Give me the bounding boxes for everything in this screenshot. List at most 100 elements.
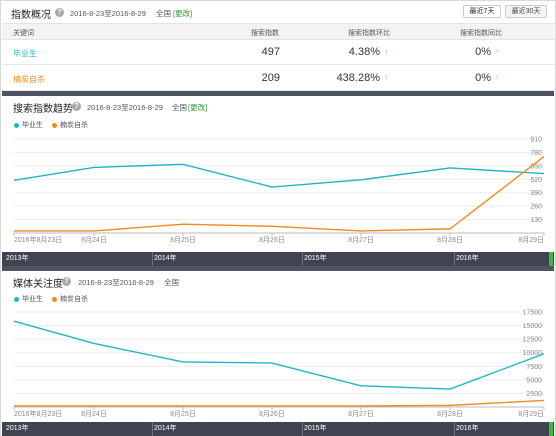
timeline-year: 2016年 — [456, 255, 479, 262]
timeline-tick — [454, 422, 455, 436]
trend-region: 全国 — [172, 103, 187, 112]
trend-title: 搜索指数趋势 — [13, 104, 73, 115]
mom-value: 438.28% — [336, 72, 380, 84]
legend-dot — [14, 297, 19, 302]
timeline-year: 2016年 — [456, 425, 479, 432]
timeline-tick — [152, 422, 153, 436]
section-divider — [2, 266, 554, 271]
yoy-value: 0% — [475, 46, 491, 58]
timeline-year: 2013年 — [6, 425, 29, 432]
media-timeline[interactable]: 2013年 2014年 2015年 2016年 — [2, 422, 554, 436]
x-tick-label: 8月28日 — [437, 236, 463, 244]
yoy-value: 0% — [475, 72, 491, 84]
media-attention-panel: 媒体关注度 ? 2016-8-23至2016-8-29 全国 毕业生 楠炭自杀 … — [2, 272, 554, 422]
series-line-1 — [13, 320, 545, 390]
help-icon[interactable]: ? — [55, 8, 64, 17]
x-tick-label: 8月24日 — [81, 236, 107, 244]
media-attention-chart[interactable]: 2500 5000 7500 10000 12500 15000 17500 2016年8月2… — [2, 272, 554, 422]
x-tick-label: 2016年8月23日 — [14, 409, 62, 418]
keyword-link[interactable]: 毕业生 — [13, 49, 37, 58]
trend-change-link[interactable]: [更改] — [188, 103, 208, 112]
x-tick-label: 8月26日 — [259, 410, 285, 418]
y-tick-label: 2500 — [526, 391, 542, 398]
timeline-year: 2015年 — [304, 425, 327, 432]
col-search-mom: 搜索指数环比 — [348, 30, 390, 37]
media-region: 全国 — [164, 278, 179, 287]
x-tick-label: 8月27日 — [348, 410, 374, 418]
y-tick-label: 130 — [530, 217, 542, 224]
search-index-value: 209 — [261, 72, 280, 84]
legend-series-1[interactable]: 毕业生 — [22, 122, 43, 129]
y-tick-label: 5000 — [526, 377, 542, 384]
up-arrow-icon: ↑ — [384, 73, 388, 82]
overview-region: 全国 — [156, 9, 171, 18]
y-tick-label: 780 — [530, 150, 542, 157]
table-row: 楠炭自杀 209 438.28% ↑ 0% ↑ — [2, 66, 554, 91]
x-tick-label: 8月25日 — [170, 410, 196, 418]
trend-timeline[interactable]: 2013年 2014年 2015年 2016年 — [2, 252, 554, 266]
x-tick-label: 8月27日 — [348, 236, 374, 244]
up-arrow-icon: ↑ — [495, 47, 499, 56]
x-tick-label: 2016年8月23日 — [14, 235, 62, 244]
mom-value: 4.38% — [348, 46, 380, 58]
overview-date-range: 2016-8-23至2016-8-29 — [70, 9, 146, 18]
legend-series-2[interactable]: 楠炭自杀 — [60, 296, 88, 303]
y-tick-label: 10000 — [523, 350, 543, 357]
up-arrow-icon: ↑ — [384, 47, 388, 56]
timeline-year: 2015年 — [304, 255, 327, 262]
x-tick-label: 8月26日 — [259, 236, 285, 244]
x-tick-label: 8月25日 — [170, 236, 196, 244]
y-tick-label: 15000 — [523, 323, 543, 330]
timeline-range-handle[interactable] — [549, 252, 553, 266]
y-tick-label: 12500 — [523, 337, 543, 344]
timeline-tick — [152, 252, 153, 266]
search-trend-chart[interactable]: 130 260 390 520 650 780 910 2016年8月23日 8月24日 8月25… — [2, 97, 554, 252]
col-keyword: 关键词 — [13, 30, 34, 37]
timeline-tick — [302, 252, 303, 266]
help-icon[interactable]: ? — [72, 102, 81, 111]
timeline-year: 2014年 — [154, 425, 177, 432]
timeline-year: 2013年 — [6, 255, 29, 262]
overview-header: 指数概况 ? 2016-8-23至2016-8-29 全国 [更改] 最近7天 … — [2, 2, 554, 22]
series-line-2 — [14, 399, 545, 407]
timeline-tick — [302, 422, 303, 436]
x-tick-label: 8月29日 — [518, 236, 544, 244]
legend-dot — [52, 297, 57, 302]
keyword-link[interactable]: 楠炭自杀 — [13, 75, 45, 84]
legend-series-1[interactable]: 毕业生 — [22, 296, 43, 303]
legend-dot — [52, 123, 57, 128]
x-tick-label: 8月28日 — [437, 410, 463, 418]
series-line-1 — [13, 163, 545, 188]
col-search-yoy: 搜索指数同比 — [460, 30, 502, 37]
timeline-year: 2014年 — [154, 255, 177, 262]
y-tick-label: 260 — [530, 204, 542, 211]
series-line-2 — [14, 156, 545, 232]
overview-change-link[interactable]: [更改] — [173, 9, 193, 18]
y-tick-label: 17500 — [523, 310, 543, 317]
overview-panel: 指数概况 ? 2016-8-23至2016-8-29 全国 [更改] 最近7天 … — [2, 2, 554, 91]
trend-date-range: 2016-8-23至2016-8-29 — [87, 103, 163, 112]
legend-series-2[interactable]: 楠炭自杀 — [60, 122, 88, 129]
y-tick-label: 910 — [530, 137, 542, 144]
y-tick-label: 520 — [530, 177, 542, 184]
media-date-range: 2016-8-23至2016-8-29 — [78, 278, 154, 287]
overview-table-header: 关键词 搜索指数 搜索指数环比 搜索指数同比 — [2, 23, 554, 40]
up-arrow-icon: ↑ — [495, 73, 499, 82]
y-tick-label: 390 — [530, 190, 542, 197]
col-search-index: 搜索指数 — [251, 30, 279, 37]
y-tick-label: 650 — [530, 163, 542, 170]
overview-title: 指数概况 — [11, 10, 51, 21]
x-tick-label: 8月29日 — [518, 410, 544, 418]
help-icon[interactable]: ? — [62, 277, 71, 286]
x-tick-label: 8月24日 — [81, 410, 107, 418]
section-divider — [2, 91, 554, 96]
table-row: 毕业生 497 4.38% ↑ 0% ↑ — [2, 40, 554, 65]
search-index-value: 497 — [261, 46, 280, 58]
last-7-days-button[interactable]: 最近7天 — [463, 5, 501, 18]
search-trend-panel: 搜索指数趋势 ? 2016-8-23至2016-8-29 全国 [更改] 毕业生… — [2, 97, 554, 252]
legend-dot — [14, 123, 19, 128]
last-30-days-button[interactable]: 最近30天 — [505, 5, 547, 18]
timeline-range-handle[interactable] — [549, 422, 553, 436]
y-tick-label: 7500 — [526, 364, 542, 371]
timeline-tick — [454, 252, 455, 266]
